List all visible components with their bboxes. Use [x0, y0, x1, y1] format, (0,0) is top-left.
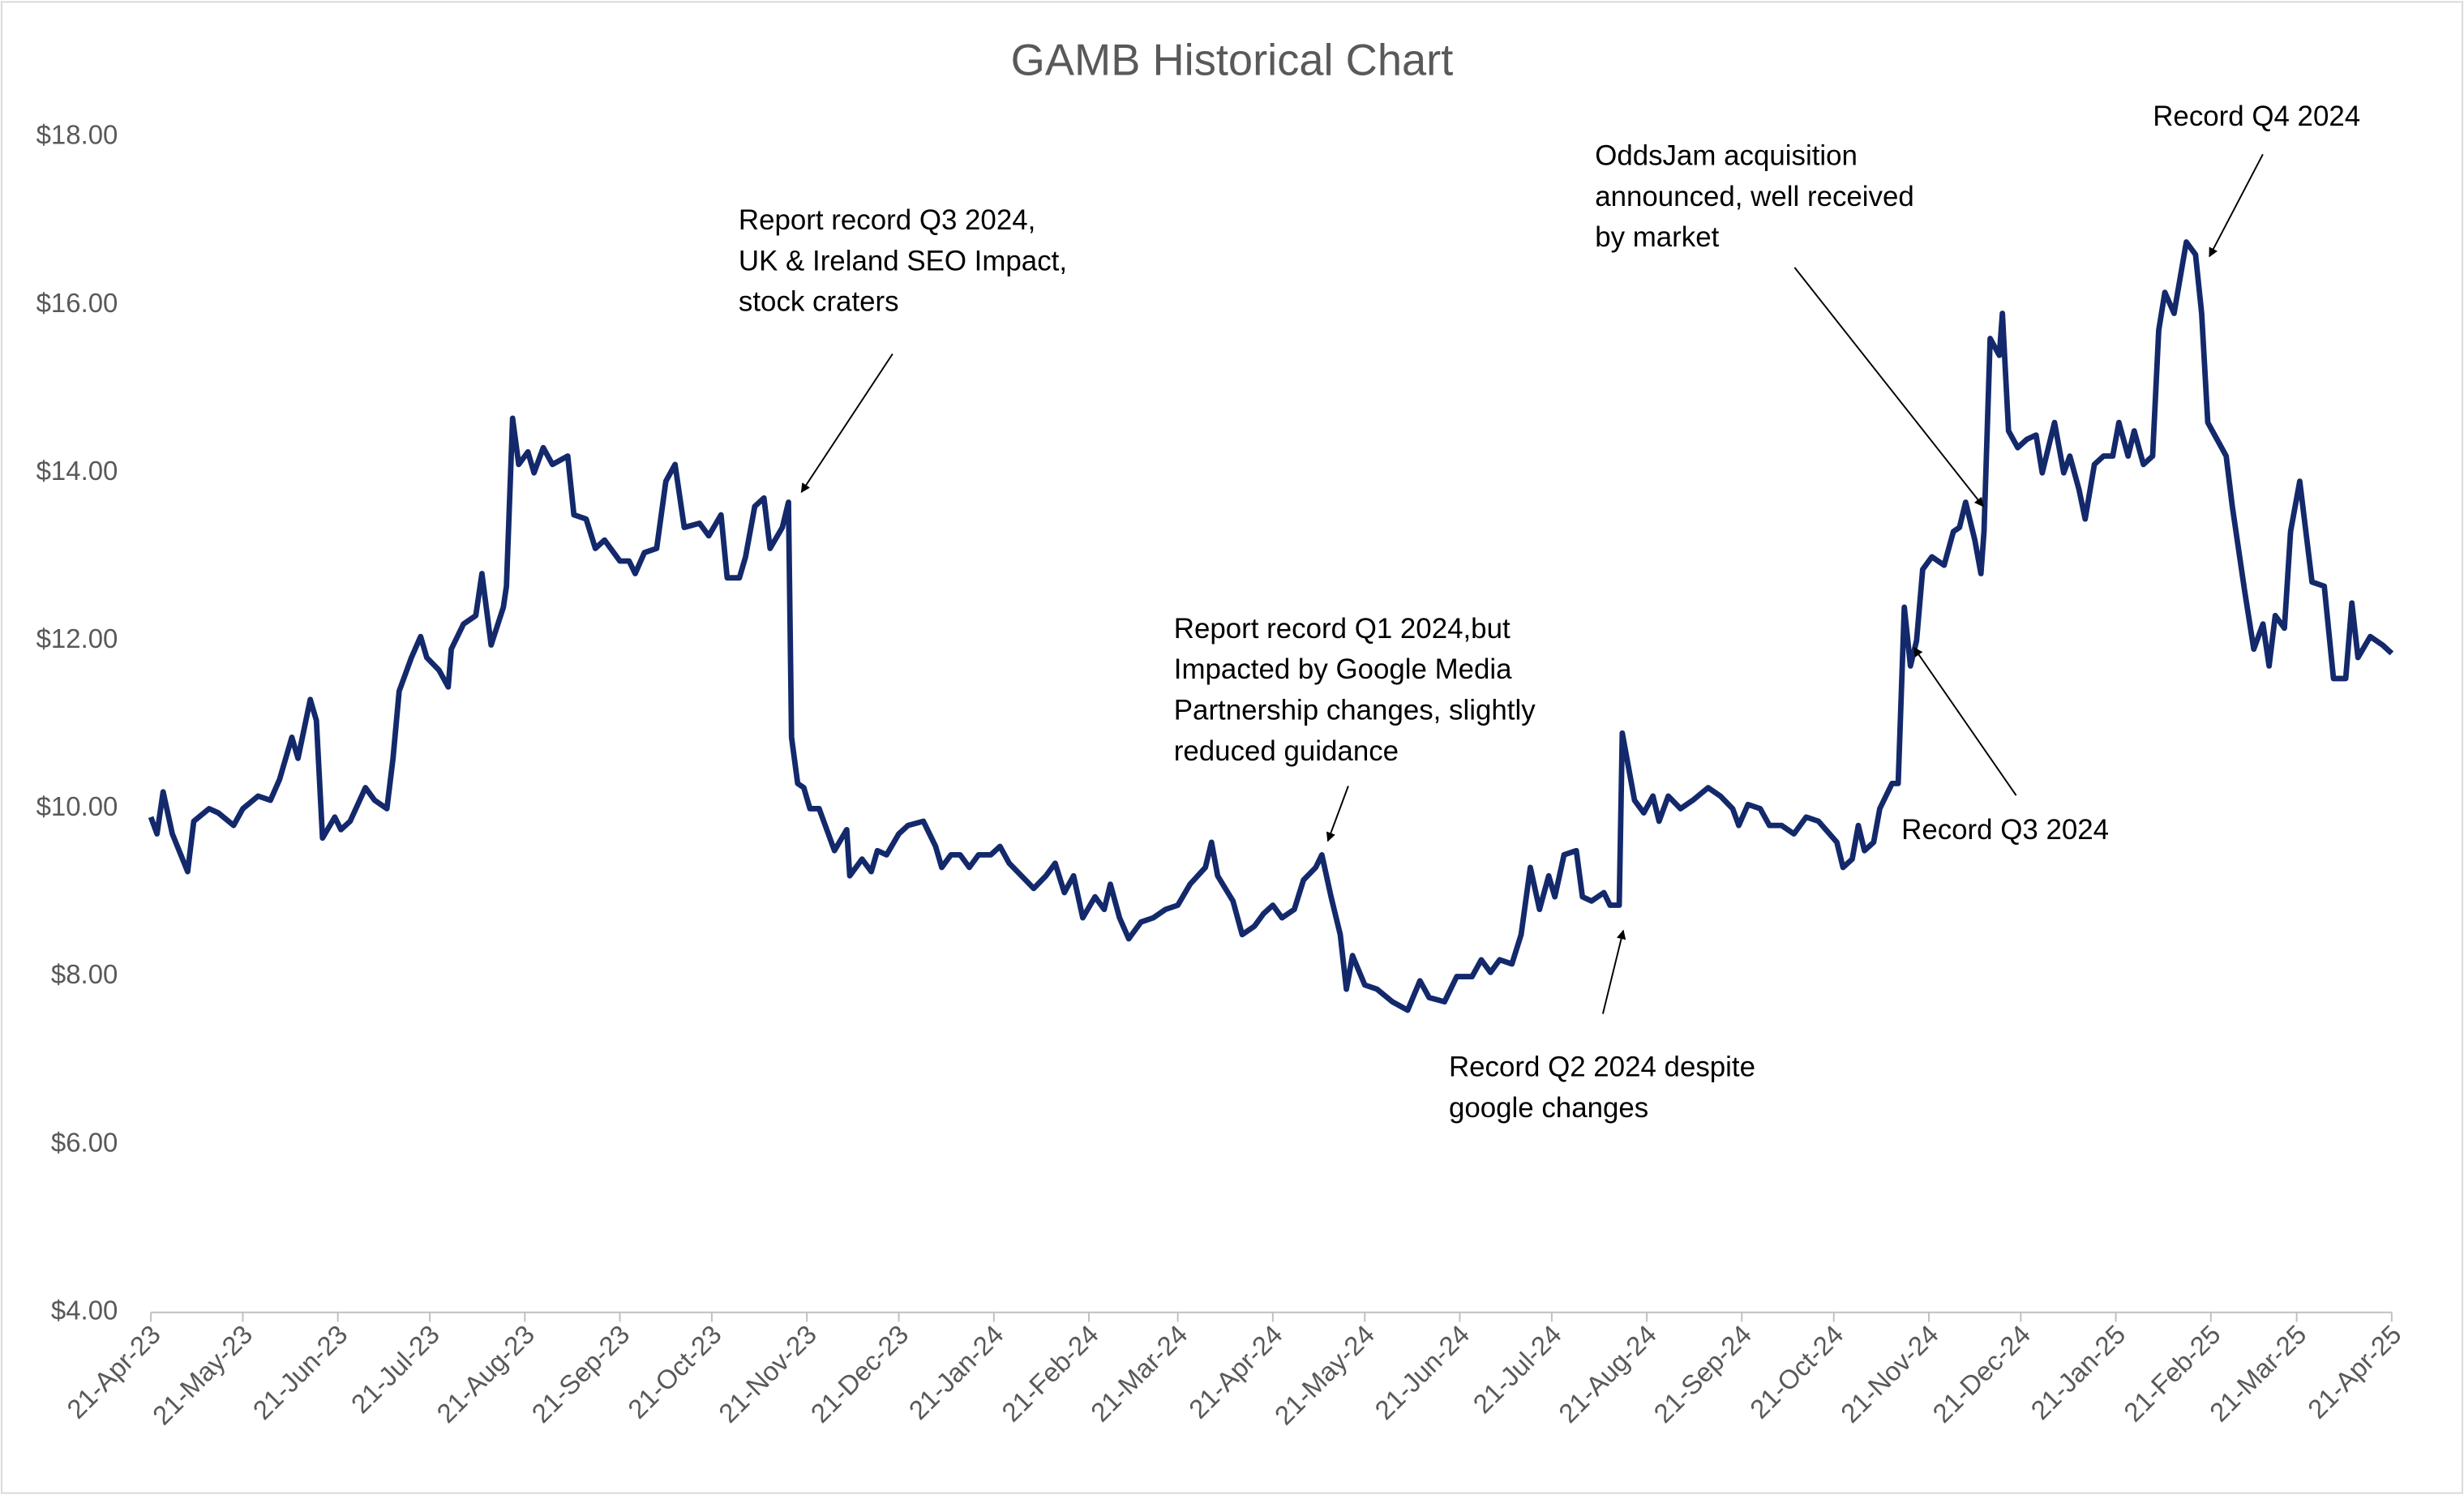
y-tick-label: $4.00 — [51, 1295, 118, 1325]
annotation-text: stock craters — [739, 286, 899, 318]
y-tick-label: $14.00 — [36, 456, 118, 486]
annotation-arrow — [1601, 929, 1626, 1014]
annotation-text: by market — [1595, 221, 1719, 253]
y-tick-label: $16.00 — [36, 288, 118, 318]
y-tick-label: $6.00 — [51, 1127, 118, 1157]
annotation-text: Record Q3 2024 — [1901, 814, 2109, 846]
y-tick-label: $8.00 — [51, 959, 118, 989]
annotation-arrow — [1793, 267, 1984, 508]
annotation-arrow — [1326, 786, 1349, 842]
price-line — [148, 239, 2394, 1013]
annotation-text: reduced guidance — [1174, 735, 1399, 767]
annotation-text: UK & Ireland SEO Impact, — [739, 245, 1067, 276]
annotation-text: OddsJam acquisition — [1595, 139, 1858, 171]
y-tick-label: $18.00 — [36, 120, 118, 150]
annotation-text: Report record Q3 2024, — [739, 204, 1035, 236]
annotation-text: Record Q4 2024 — [2153, 101, 2360, 132]
annotation-text: announced, well received — [1595, 181, 1914, 212]
annotation-arrow — [2209, 153, 2264, 258]
annotation-text: Partnership changes, slightly — [1174, 695, 1536, 726]
annotation-arrow — [800, 353, 893, 494]
chart-title: GAMB Historical Chart — [1011, 36, 1454, 84]
annotation-text: google changes — [1449, 1092, 1648, 1124]
y-tick-label: $12.00 — [36, 623, 118, 653]
annotation-text: Impacted by Google Media — [1174, 653, 1512, 685]
annotation-text: Record Q2 2024 despite — [1449, 1052, 1755, 1083]
y-tick-label: $10.00 — [36, 791, 118, 821]
annotation-text: Report record Q1 2024,but — [1174, 613, 1511, 645]
annotation-arrow — [1913, 646, 2017, 796]
